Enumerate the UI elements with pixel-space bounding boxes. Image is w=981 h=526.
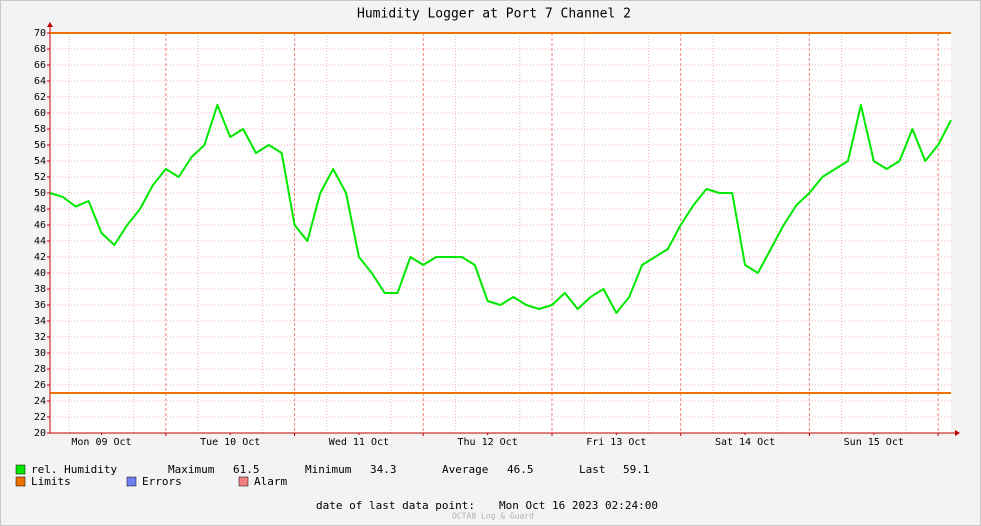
chart-title: Humidity Logger at Port 7 Channel 2 xyxy=(357,7,631,22)
footer-value: Mon Oct 16 2023 02:24:00 xyxy=(499,499,658,512)
x-tick-label: Thu 12 Oct xyxy=(458,437,518,448)
x-tick-label: Fri 13 Oct xyxy=(586,437,646,448)
stat-value: 34.3 xyxy=(370,463,397,476)
legend-label: Alarm xyxy=(254,475,287,488)
legend-label: Errors xyxy=(142,475,182,488)
y-tick-label: 48 xyxy=(34,204,46,215)
legend-label: Limits xyxy=(31,475,71,488)
y-tick-label: 64 xyxy=(34,76,46,87)
y-tick-label: 24 xyxy=(34,396,46,407)
y-tick-label: 20 xyxy=(34,428,46,439)
x-tick-label: Sat 14 Oct xyxy=(715,437,775,448)
y-tick-label: 40 xyxy=(34,268,46,279)
y-tick-label: 26 xyxy=(34,380,46,391)
y-tick-label: 52 xyxy=(34,172,46,183)
stat-label: Average xyxy=(442,463,488,476)
x-tick-label: Tue 10 Oct xyxy=(200,437,260,448)
y-tick-label: 36 xyxy=(34,300,46,311)
y-tick-label: 60 xyxy=(34,108,46,119)
x-tick-label: Mon 09 Oct xyxy=(71,437,131,448)
legend-label: rel. Humidity xyxy=(31,463,117,476)
stat-value: 59.1 xyxy=(623,463,650,476)
y-tick-label: 46 xyxy=(34,220,46,231)
y-tick-label: 30 xyxy=(34,348,46,359)
y-tick-label: 62 xyxy=(34,92,46,103)
footer-label: date of last data point: xyxy=(316,499,475,512)
y-tick-label: 32 xyxy=(34,332,46,343)
legend-swatch xyxy=(15,464,26,475)
data-line xyxy=(49,104,952,314)
y-tick-label: 56 xyxy=(34,140,46,151)
stat-value: 61.5 xyxy=(233,463,260,476)
legend-swatch xyxy=(15,476,26,487)
y-arrow xyxy=(47,22,53,27)
y-tick-label: 42 xyxy=(34,252,46,263)
legend-swatch xyxy=(126,476,137,487)
x-arrow xyxy=(955,430,960,436)
y-tick-label: 58 xyxy=(34,124,46,135)
stat-label: Last xyxy=(579,463,606,476)
stat-label: Minimum xyxy=(305,463,352,476)
x-tick-label: Wed 11 Oct xyxy=(329,437,389,448)
stat-label: Maximum xyxy=(168,463,215,476)
y-tick-label: 54 xyxy=(34,156,46,167)
y-tick-label: 34 xyxy=(34,316,46,327)
y-tick-label: 44 xyxy=(34,236,46,247)
y-tick-label: 22 xyxy=(34,412,46,423)
y-tick-label: 68 xyxy=(34,44,46,55)
stat-value: 46.5 xyxy=(507,463,534,476)
y-tick-label: 66 xyxy=(34,60,46,71)
watermark: OCTA8 Log & Guard xyxy=(452,512,534,521)
y-tick-label: 28 xyxy=(34,364,46,375)
y-tick-label: 50 xyxy=(34,188,46,199)
x-tick-label: Sun 15 Oct xyxy=(844,437,904,448)
y-tick-label: 70 xyxy=(34,28,46,39)
plot-area xyxy=(50,33,951,433)
legend-swatch xyxy=(238,476,249,487)
y-tick-label: 38 xyxy=(34,284,46,295)
